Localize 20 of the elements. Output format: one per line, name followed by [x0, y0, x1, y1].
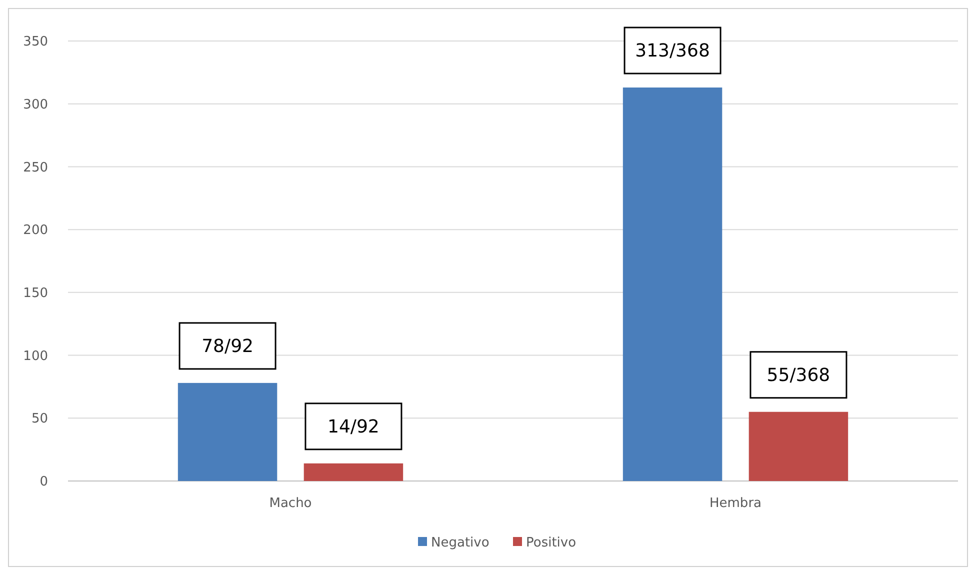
data-label: 55/368 [766, 364, 830, 386]
bar [622, 88, 722, 481]
y-tick-label: 200 [23, 223, 48, 238]
legend-label: Negativo [431, 536, 490, 551]
y-tick-label: 250 [23, 160, 48, 176]
data-label: 14/92 [328, 416, 380, 438]
y-tick-label: 350 [23, 34, 48, 50]
data-label: 313/368 [635, 40, 710, 62]
y-tick-label: 150 [23, 286, 48, 301]
y-tick-label: 100 [23, 348, 48, 364]
legend-label: Positivo [526, 536, 576, 551]
data-label: 78/92 [202, 336, 254, 357]
bar [748, 412, 848, 481]
y-tick-label: 300 [23, 97, 48, 112]
x-tick-label: Hembra [710, 496, 762, 511]
bar [178, 382, 278, 481]
bar [304, 463, 404, 481]
x-tick-label: Macho [269, 496, 312, 511]
y-tick-label: 50 [31, 412, 48, 427]
y-tick-label: 0 [40, 474, 48, 490]
